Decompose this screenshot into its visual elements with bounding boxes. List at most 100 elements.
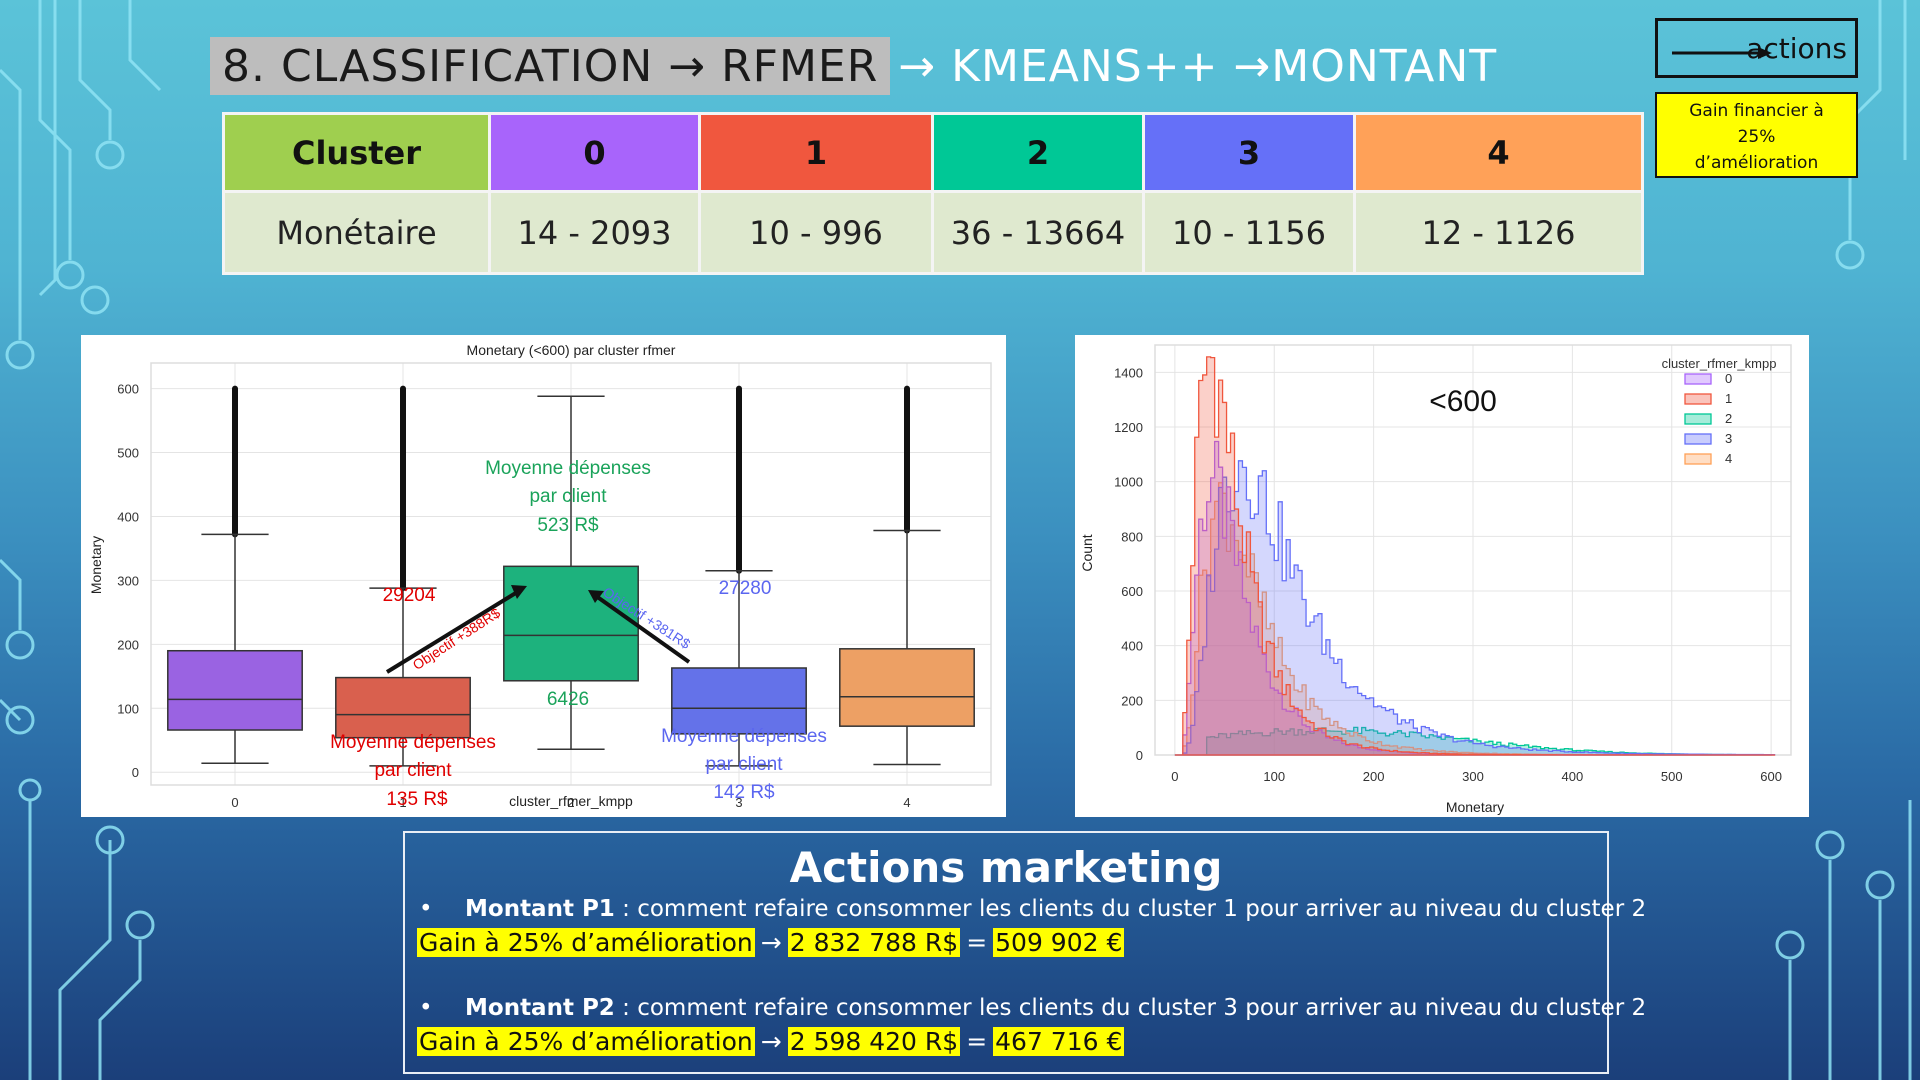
histogram-ytick-label: 800	[1121, 529, 1143, 544]
histogram-annotation: <600	[1429, 385, 1497, 418]
cluster-header-4: 4	[1353, 112, 1644, 193]
boxplot-marks	[167, 385, 975, 767]
monetary-range-2: 36 - 13664	[931, 190, 1145, 275]
histogram-xtick-label: 300	[1462, 769, 1484, 784]
c2-annotation-line1: Moyenne dépenses	[485, 458, 651, 479]
arrow-right-icon: →	[760, 928, 782, 957]
boxplot-xtick-label: 4	[903, 795, 910, 810]
histogram-legend-label: 3	[1725, 431, 1732, 446]
box-body	[503, 565, 639, 682]
boxplot-ytick-label: 400	[117, 509, 139, 524]
boxplot-frame	[150, 362, 992, 786]
c1-annotation-line3: 135 R$	[386, 789, 448, 810]
gain-legend-line-3: d’amélioration	[1694, 153, 1819, 173]
arrowhead-c3	[588, 590, 604, 603]
monetary-range-4: 12 - 1126	[1353, 190, 1644, 275]
arrow-right-icon: →	[760, 1027, 782, 1056]
title-rest-part: → KMEANS++ →MONTANT	[898, 40, 1498, 92]
c3-count: 27280	[719, 578, 772, 599]
actions-title: Actions marketing	[789, 843, 1223, 892]
cluster-header-1: 1	[698, 112, 934, 193]
box-body	[671, 667, 807, 735]
boxplot-title: Monetary (<600) par cluster rfmer	[467, 342, 676, 358]
histogram-ylabel: Count	[1079, 534, 1095, 571]
c2-annotation-line3: 523 R$	[537, 515, 599, 536]
c2-count: 6426	[547, 689, 589, 710]
c1-annotation-line2: par client	[374, 760, 452, 781]
arrow1-label: Objectif +388R$	[410, 605, 503, 673]
gain-legend-line-1: Gain financier à	[1689, 101, 1824, 121]
equals-sign: =	[966, 1027, 988, 1056]
histogram-panel: 0 200 400 600 800 1000 1200 1400 0 100 200 300 400 50…	[1075, 335, 1809, 817]
arrowhead-c1	[511, 585, 527, 599]
histogram-xlabel: Monetary	[1446, 799, 1504, 815]
monetary-row: Monétaire 14 - 2093 10 - 996 36 - 13664 …	[222, 190, 1644, 275]
histogram-xtick-label: 200	[1363, 769, 1385, 784]
histogram-xtick-label: 400	[1562, 769, 1584, 784]
histogram-legend-title: cluster_rfmer_kmpp	[1662, 356, 1777, 371]
p1-gain-label: Gain à 25% d’amélioration	[417, 928, 755, 957]
boxplot-xtick-label: 0	[231, 795, 238, 810]
box-cluster-1	[335, 385, 471, 767]
boxplot-ytick-label: 0	[132, 765, 139, 780]
p1-euro: 509 902 €	[993, 928, 1125, 957]
box-cluster-2	[503, 395, 639, 750]
boxplot-xlabel: cluster_rfmer_kmpp	[509, 793, 633, 809]
boxplot-xtick-label: 1	[399, 795, 406, 810]
box-body	[335, 676, 471, 739]
monetary-range-0: 14 - 2093	[488, 190, 701, 275]
p2-euro: 467 716 €	[993, 1027, 1125, 1056]
action-p2-line: • Montant P2 : comment refaire consommer …	[405, 995, 1646, 1021]
boxplot-ytick-label: 100	[117, 701, 139, 716]
actions-legend-label: actions	[1746, 31, 1847, 65]
boxplot-ticks: 0 100 200 300 400 500 600 0 1 2 3 4	[117, 382, 910, 810]
c3-annotation-line1: Moyenne dépenses	[661, 726, 827, 747]
p2-amount: 2 598 420 R$	[787, 1027, 961, 1056]
action-p1-gain: Gain à 25% d’amélioration → 2 832 788 R$ = 5…	[405, 928, 1607, 957]
histogram-legend-label: 1	[1725, 391, 1732, 406]
histogram-series-1	[1174, 356, 1776, 756]
boxplot-chart: 0 100 200 300 400 500 600 0 1 2 3 4 Monetary (<600)…	[88, 342, 992, 810]
gain-legend: Gain financier à 25% d’amélioration	[1655, 92, 1858, 178]
monetary-range-1: 10 - 996	[698, 190, 934, 275]
boxplot-ylabel: Monetary	[88, 536, 104, 594]
box-cluster-0	[167, 385, 303, 765]
histogram-series-3	[1174, 460, 1776, 756]
action-p1-text: : comment refaire consommer les clients …	[614, 896, 1647, 922]
monetary-row-label: Monétaire	[222, 190, 491, 275]
c3-annotation-line2: par client	[705, 754, 783, 775]
gain-legend-line-2: 25%	[1737, 127, 1776, 147]
box-cluster-3	[671, 385, 807, 767]
cluster-header-row: Cluster 0 1 2 3 4	[222, 112, 1644, 193]
cluster-header-3: 3	[1142, 112, 1356, 193]
histogram-ytick-label: 400	[1121, 639, 1143, 654]
actions-marketing-box: Actions marketing • Montant P1 : comment …	[403, 831, 1646, 1074]
c2-annotation-line2: par client	[529, 486, 607, 507]
bullet-icon: •	[419, 995, 433, 1021]
histogram-legend-swatch	[1684, 413, 1712, 425]
histogram-ticks: 0 200 400 600 800 1000 1200 1400 0 100 200 300 400 50…	[1114, 365, 1782, 784]
action-p2-title: Montant P2	[465, 995, 615, 1021]
equals-sign: =	[966, 928, 988, 957]
box-body	[839, 648, 975, 727]
histogram-legend-label: 2	[1725, 411, 1732, 426]
box-cluster-4	[839, 385, 975, 766]
histogram-ytick-label: 1000	[1114, 475, 1143, 490]
c3-annotation-line3: 142 R$	[713, 782, 775, 803]
cluster-header-2: 2	[931, 112, 1145, 193]
histogram-legend-label: 4	[1725, 451, 1732, 466]
histogram-xtick-label: 600	[1760, 769, 1782, 784]
histogram-chart: 0 200 400 600 800 1000 1200 1400 0 100 200 300 400 50…	[1079, 344, 1792, 815]
actions-legend: actions	[1655, 18, 1858, 78]
action-p2-gain: Gain à 25% d’amélioration → 2 598 420 R$ = 4…	[405, 1027, 1607, 1056]
boxplot-xtick-label: 3	[735, 795, 742, 810]
p2-gain-label: Gain à 25% d’amélioration	[417, 1027, 755, 1056]
boxplot-ytick-label: 500	[117, 446, 139, 461]
histogram-ytick-label: 1400	[1114, 365, 1143, 380]
boxplot-panel: 0 100 200 300 400 500 600 0 1 2 3 4 Monetary (<600)…	[81, 335, 1006, 817]
p1-amount: 2 832 788 R$	[787, 928, 961, 957]
action-p1-line: • Montant P1 : comment refaire consommer …	[405, 896, 1646, 922]
histogram-legend: cluster_rfmer_kmpp 0 1 2 3 4	[1662, 356, 1777, 466]
arrow-c1-to-c2	[385, 589, 521, 674]
